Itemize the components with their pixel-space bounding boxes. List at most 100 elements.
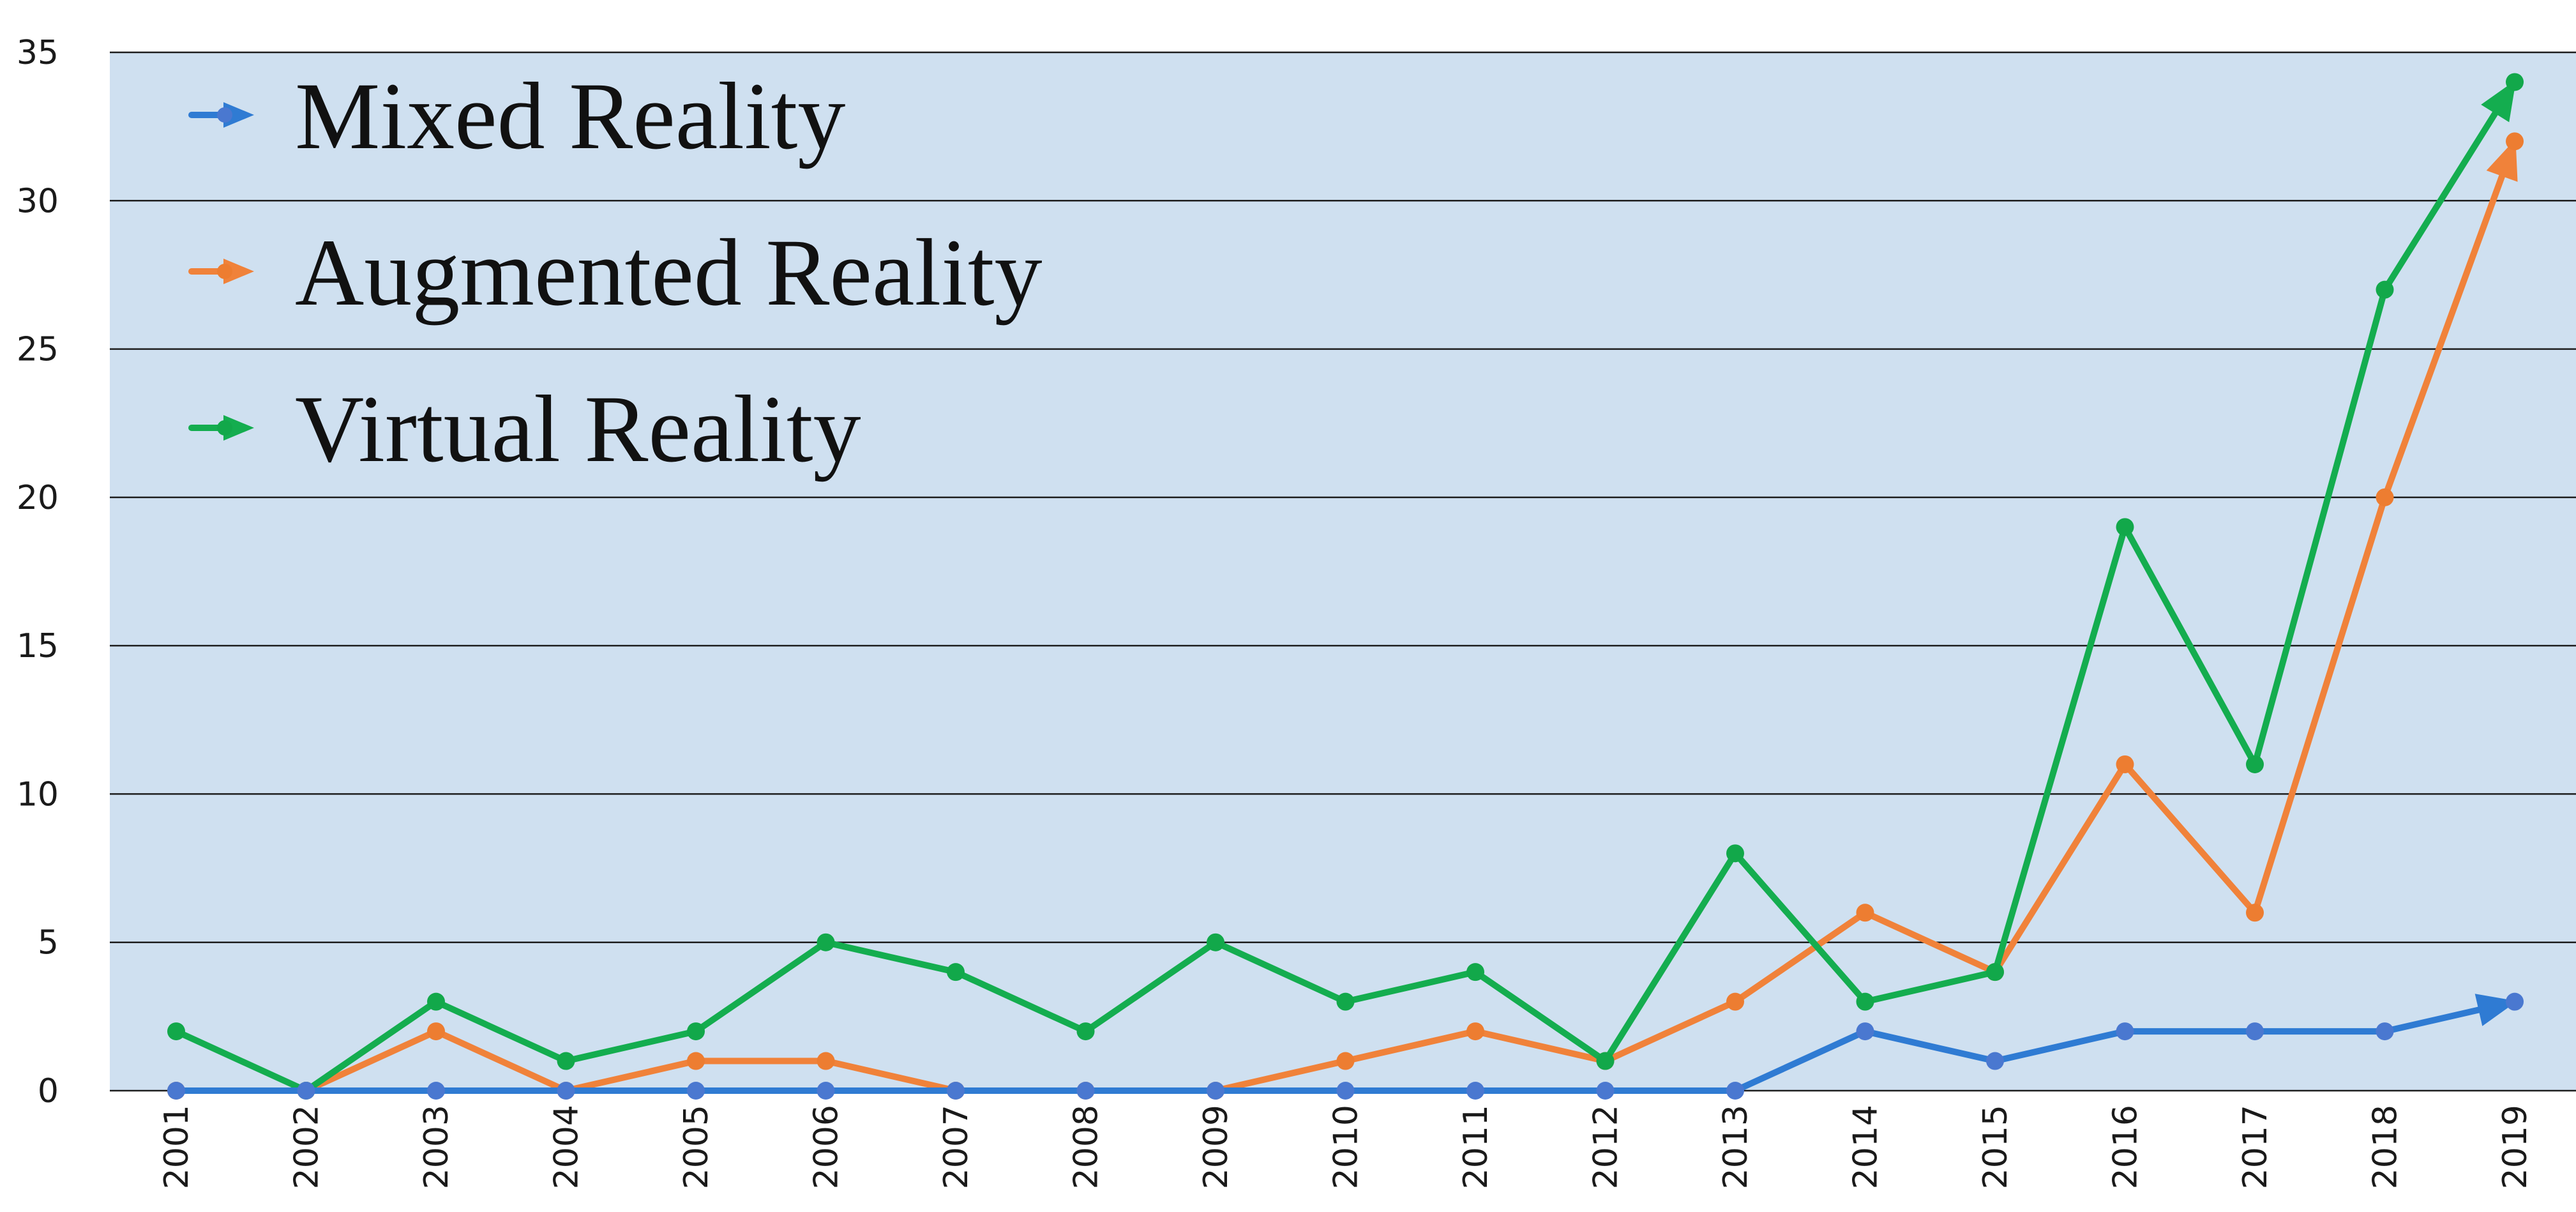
x-tick-label: 2003 (418, 1105, 456, 1189)
data-point (427, 1022, 445, 1041)
legend: Mixed Reality Augmented Reality Virtual Re… (188, 63, 1043, 482)
y-tick-label: 30 (17, 182, 59, 220)
data-point (1986, 1052, 2004, 1070)
x-tick-label: 2012 (1587, 1105, 1625, 1189)
x-tick-label: 2011 (1457, 1105, 1495, 1189)
data-point (947, 963, 965, 981)
data-point (1076, 1022, 1095, 1041)
data-point (2116, 518, 2134, 536)
gridlines (110, 51, 2576, 1092)
series-line-final-segment (2381, 110, 2499, 293)
data-point (1207, 1082, 1224, 1100)
data-point (427, 992, 445, 1011)
y-tick-label: 20 (17, 479, 59, 517)
data-point (2376, 488, 2394, 506)
series-layer (167, 73, 2524, 1100)
data-point (1726, 1082, 1744, 1100)
data-point (2246, 1022, 2264, 1041)
x-axis-ticks: 2001 2002 2003 2004 2005 2006 2007 2008 2009 2010… (158, 1105, 2535, 1189)
data-point (2246, 755, 2264, 773)
data-point (1726, 992, 1744, 1011)
data-point (2116, 1022, 2134, 1041)
data-point (297, 1082, 315, 1100)
series-mixed-reality (167, 992, 2524, 1100)
data-point (817, 933, 835, 951)
x-tick-label: 2015 (1977, 1105, 2015, 1189)
x-tick-label: 2004 (548, 1105, 586, 1189)
x-tick-label: 2001 (158, 1105, 196, 1189)
data-point (687, 1082, 705, 1100)
data-point (1466, 1082, 1484, 1100)
data-point (427, 1082, 445, 1100)
legend-label: Mixed Reality (295, 63, 845, 169)
data-point (1726, 844, 1744, 863)
series-virtual-reality (167, 73, 2524, 1100)
y-tick-label: 35 (17, 34, 59, 72)
x-tick-label: 2016 (2107, 1105, 2145, 1189)
y-tick-label: 25 (17, 331, 59, 369)
x-tick-label: 2019 (2496, 1105, 2535, 1189)
data-point (557, 1052, 575, 1070)
data-point (947, 1082, 965, 1100)
y-tick-label: 10 (17, 775, 59, 814)
legend-label: Augmented Reality (295, 220, 1043, 326)
data-point (2506, 73, 2524, 91)
data-point (1856, 992, 1874, 1011)
series-line (173, 494, 2388, 1094)
data-point (1336, 992, 1355, 1011)
data-point (1986, 963, 2004, 981)
legend-swatch-marker (217, 107, 232, 123)
data-point (167, 1082, 185, 1100)
series-line (173, 1028, 2388, 1094)
data-point (1466, 963, 1484, 981)
legend-swatch-marker (217, 264, 232, 279)
series-arrowhead (2486, 139, 2518, 182)
x-tick-label: 2018 (2367, 1105, 2405, 1189)
legend-item: Mixed Reality (188, 63, 845, 169)
x-tick-label: 2014 (1847, 1105, 1885, 1189)
data-point (687, 1052, 705, 1070)
series-line-final-segment (2381, 1006, 2482, 1035)
legend-swatch-arrow (223, 259, 254, 284)
data-point (2506, 992, 2524, 1011)
data-point (2116, 755, 2134, 773)
y-tick-label: 5 (38, 924, 59, 962)
data-point (817, 1082, 835, 1100)
data-point (1207, 933, 1224, 951)
legend-swatch-marker (217, 420, 232, 436)
data-point (2376, 1022, 2394, 1041)
data-point (817, 1052, 835, 1070)
data-point (1336, 1082, 1355, 1100)
data-point (2376, 280, 2394, 299)
data-point (1596, 1082, 1615, 1100)
legend-swatch-arrow (223, 415, 254, 441)
data-point (1596, 1052, 1615, 1070)
y-axis-ticks: 0 5 10 15 20 25 30 35 (17, 34, 59, 1110)
x-tick-label: 2005 (677, 1105, 716, 1189)
data-point (1856, 904, 1874, 922)
x-tick-label: 2013 (1717, 1105, 1755, 1189)
x-tick-label: 2009 (1197, 1105, 1235, 1189)
y-tick-label: 15 (17, 627, 59, 665)
data-point (2506, 132, 2524, 151)
x-tick-label: 2008 (1067, 1105, 1106, 1189)
data-point (1076, 1082, 1095, 1100)
legend-item: Virtual Reality (188, 376, 861, 482)
x-tick-label: 2010 (1327, 1105, 1366, 1189)
data-point (167, 1022, 185, 1041)
data-point (1336, 1052, 1355, 1070)
legend-label: Virtual Reality (295, 376, 861, 482)
legend-item: Augmented Reality (188, 220, 1043, 326)
legend-swatch-arrow (223, 102, 254, 128)
data-point (2246, 904, 2264, 922)
x-tick-label: 2002 (288, 1105, 326, 1189)
data-point (1466, 1022, 1484, 1041)
data-point (1856, 1022, 1874, 1041)
plot-area (110, 52, 2576, 1091)
x-tick-label: 2007 (937, 1105, 975, 1189)
y-tick-label: 0 (38, 1072, 59, 1110)
data-point (687, 1022, 705, 1041)
x-tick-label: 2006 (808, 1105, 846, 1189)
series-arrowhead (2481, 80, 2517, 123)
